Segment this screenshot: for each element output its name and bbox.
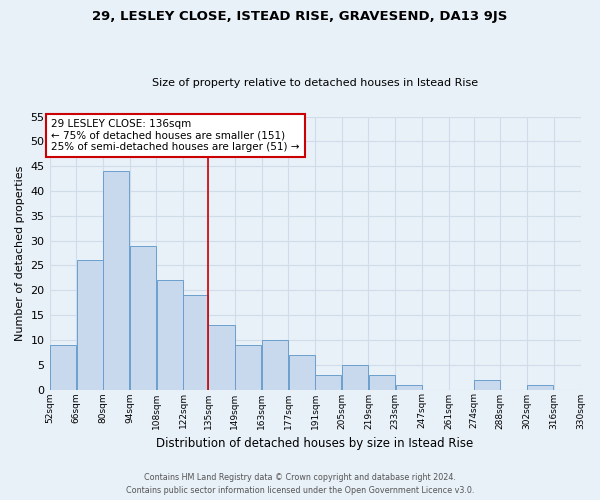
Text: 29, LESLEY CLOSE, ISTEAD RISE, GRAVESEND, DA13 9JS: 29, LESLEY CLOSE, ISTEAD RISE, GRAVESEND…	[92, 10, 508, 23]
Bar	[527, 384, 553, 390]
Bar	[315, 374, 341, 390]
Bar	[395, 384, 422, 390]
Bar	[130, 246, 156, 390]
X-axis label: Distribution of detached houses by size in Istead Rise: Distribution of detached houses by size …	[157, 437, 473, 450]
Bar	[262, 340, 288, 390]
Bar	[369, 374, 395, 390]
Bar	[235, 345, 261, 390]
Text: 29 LESLEY CLOSE: 136sqm
← 75% of detached houses are smaller (151)
25% of semi-d: 29 LESLEY CLOSE: 136sqm ← 75% of detache…	[52, 119, 300, 152]
Y-axis label: Number of detached properties: Number of detached properties	[15, 166, 25, 340]
Bar	[208, 325, 235, 390]
Bar	[289, 355, 315, 390]
Bar	[474, 380, 500, 390]
Bar	[77, 260, 103, 390]
Bar	[50, 345, 76, 390]
Bar	[184, 295, 208, 390]
Bar	[157, 280, 183, 390]
Bar	[342, 364, 368, 390]
Title: Size of property relative to detached houses in Istead Rise: Size of property relative to detached ho…	[152, 78, 478, 88]
Text: Contains HM Land Registry data © Crown copyright and database right 2024.
Contai: Contains HM Land Registry data © Crown c…	[126, 474, 474, 495]
Bar	[103, 171, 130, 390]
